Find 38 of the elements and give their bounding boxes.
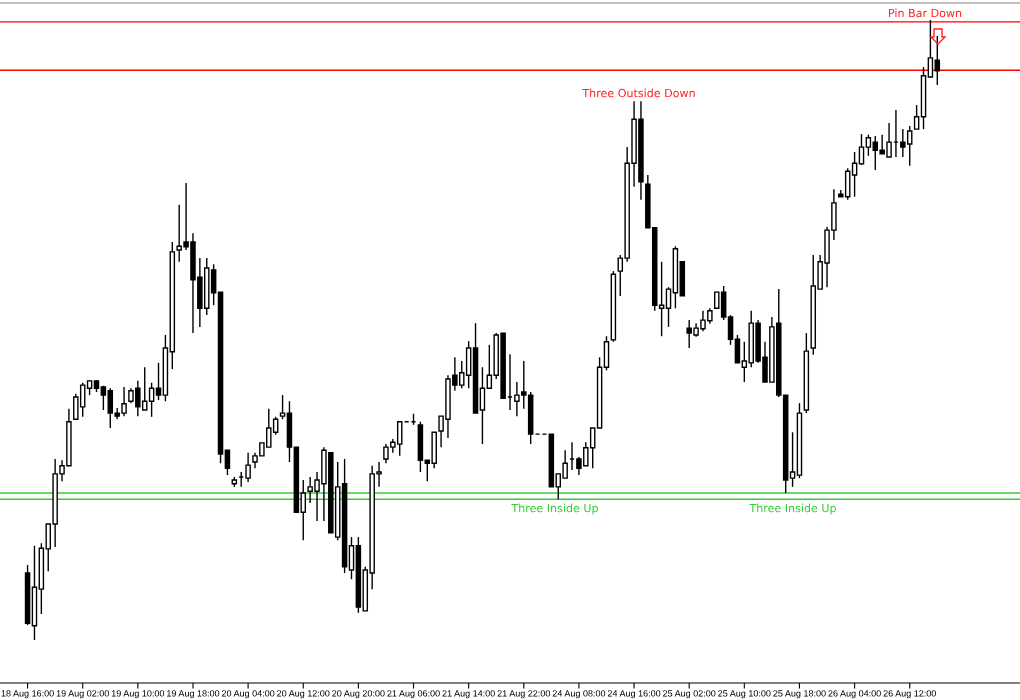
candlestick xyxy=(858,133,865,166)
candlestick xyxy=(913,104,920,130)
text: Pin Bar Down xyxy=(889,8,962,18)
x-tick-label: 21 Aug 14:00 xyxy=(442,690,495,699)
candlestick xyxy=(155,362,162,401)
x-tick-label: 18 Aug 16:00 xyxy=(1,690,54,699)
candlestick xyxy=(148,382,155,418)
x-tick-label: 21 Aug 06:00 xyxy=(387,690,440,699)
candlestick xyxy=(734,334,741,364)
x-tick-label: 26 Aug 12:00 xyxy=(883,690,936,699)
x-tick-label: 24 Aug 08:00 xyxy=(552,690,606,699)
x-tick-label: 19 Aug 02:00 xyxy=(56,690,109,699)
candlestick xyxy=(245,452,251,483)
candlestick xyxy=(479,366,486,445)
candlestick xyxy=(927,19,934,78)
x-tick-label: 20 Aug 20:00 xyxy=(332,690,385,699)
candlestick xyxy=(865,134,872,157)
x-tick-label: 25 Aug 18:00 xyxy=(773,690,826,699)
x-tick-label: 21 Aug 22:00 xyxy=(497,690,551,699)
candlestick xyxy=(279,394,286,420)
candlestick xyxy=(851,151,858,198)
annotation: Three Inside Up xyxy=(749,503,836,515)
x-tick-label: 20 Aug 12:00 xyxy=(277,690,330,699)
annotation: Three Inside Up xyxy=(511,503,598,515)
candlestick xyxy=(665,286,672,328)
x-tick-label: 20 Aug 04:00 xyxy=(221,690,275,699)
x-tick-label: 19 Aug 18:00 xyxy=(167,690,220,699)
candlestick xyxy=(100,385,107,411)
x-tick-label: 26 Aug 04:00 xyxy=(828,690,881,699)
x-tick-label: 24 Aug 16:00 xyxy=(607,690,661,699)
candlestick xyxy=(789,431,796,488)
candlestick xyxy=(224,449,231,476)
x-tick-label: 25 Aug 10:00 xyxy=(718,690,771,699)
candlestick xyxy=(934,35,941,86)
candlestick xyxy=(727,314,734,346)
annotation: Three Outside Down xyxy=(582,88,695,98)
x-tick-label: 25 Aug 02:00 xyxy=(663,690,716,699)
x-tick-label: 19 Aug 10:00 xyxy=(111,690,165,699)
